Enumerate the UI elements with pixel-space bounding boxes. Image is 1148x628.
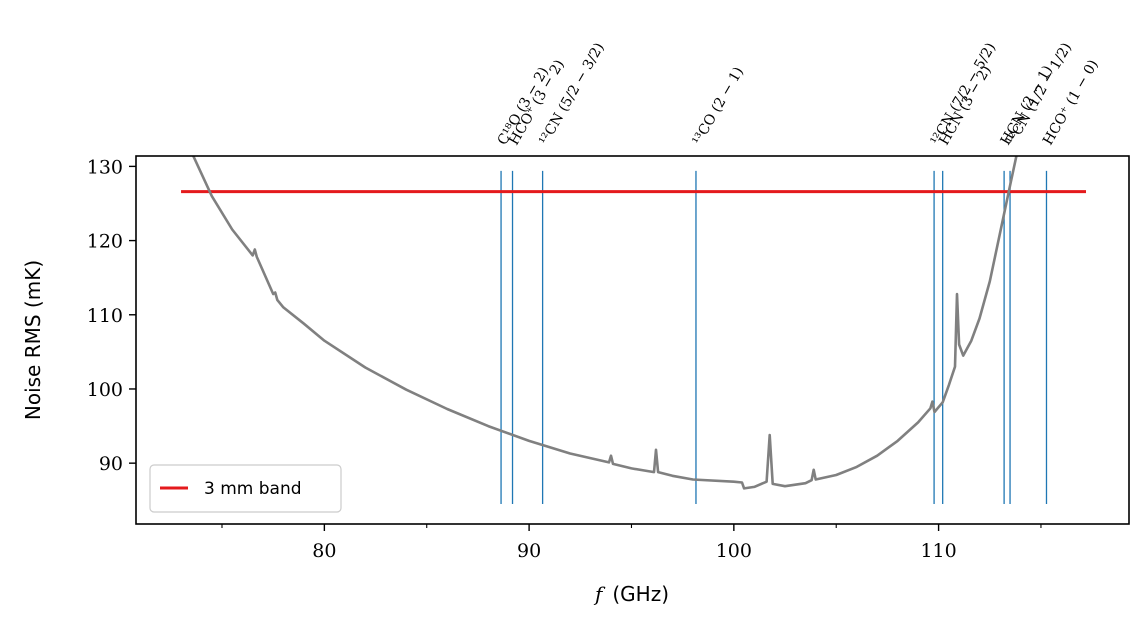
x-axis: 80 90 100 110 xyxy=(221,524,1042,562)
y-axis-label: Noise RMS (mK) xyxy=(21,260,45,420)
y-tick-label: 90 xyxy=(99,453,123,475)
x-tick-label: 80 xyxy=(312,540,336,562)
x-tick-label: 110 xyxy=(920,540,956,562)
spectral-line-label: ¹³CO (2 − 1) xyxy=(690,64,747,148)
plot-frame xyxy=(135,155,1130,525)
y-tick-label: 110 xyxy=(87,305,123,327)
legend-box xyxy=(149,464,342,513)
series-layer xyxy=(181,156,1087,490)
legend: 3 mm band xyxy=(149,464,342,513)
y-tick-label: 130 xyxy=(87,156,123,178)
x-axis-label: f (GHz) xyxy=(593,582,669,606)
legend-label-3mm-band: 3 mm band xyxy=(204,479,302,499)
y-axis: 90 100 110 120 130 xyxy=(87,156,136,475)
y-tick-label: 120 xyxy=(87,231,123,253)
spectral-lines xyxy=(500,170,1048,504)
spectral-line-label: ¹²CN (1/2 − 1/2) xyxy=(1004,40,1075,148)
line-labels: C¹⁸O (3 − 2)HCO⁺ (3 − 2)¹²CN (5/2 − 3/2)… xyxy=(495,40,1102,148)
series-noise-rms-curve xyxy=(192,156,1018,490)
x-tick-label: 90 xyxy=(517,540,541,562)
x-tick-label: 100 xyxy=(716,540,752,562)
y-tick-label: 100 xyxy=(87,379,123,401)
